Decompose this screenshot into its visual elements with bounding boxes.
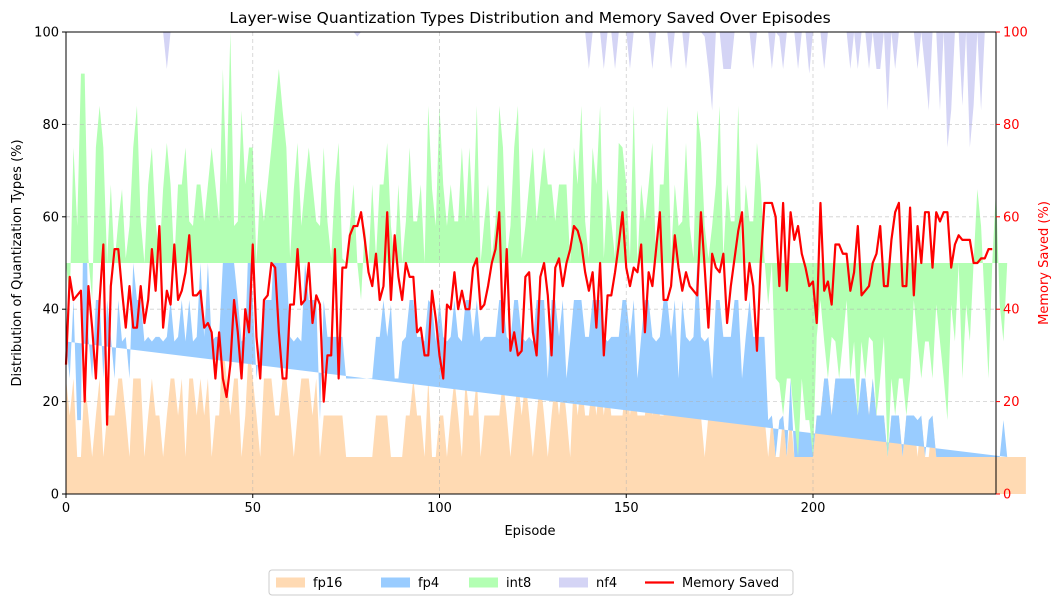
y2-tick-label: 60	[1003, 210, 1020, 225]
legend-swatch-nf4	[559, 577, 588, 588]
y-tick-label: 80	[42, 118, 59, 133]
y2-tick-label: 100	[1003, 26, 1028, 41]
area-fp4	[66, 110, 1008, 458]
x-tick-label: 50	[244, 501, 261, 516]
legend-swatch-int8	[469, 577, 498, 588]
y-tick-label: 20	[42, 395, 59, 410]
y2-axis-ticks: 0 20 40 60 80 100	[996, 26, 1028, 503]
area-nf4	[66, 32, 1008, 148]
y2-tick-label: 0	[1003, 488, 1011, 503]
legend: fp16 fp4 int8 nf4 Memory Saved	[268, 569, 794, 596]
legend-swatch-fp4	[381, 577, 410, 588]
legend-label-int8: int8	[506, 576, 531, 591]
y2-axis-label: Memory Saved (%)	[1037, 201, 1052, 325]
y2-tick-label: 40	[1003, 303, 1020, 318]
legend-label-fp4: fp4	[418, 576, 439, 591]
x-tick-label: 150	[614, 501, 639, 516]
chart-title: Layer-wise Quantization Types Distributi…	[229, 9, 830, 27]
legend-label-fp16: fp16	[313, 576, 342, 591]
legend-box	[268, 569, 794, 596]
legend-swatch-fp16	[276, 577, 305, 588]
stacked-areas	[66, 32, 1026, 494]
line-memory-saved	[64, 201, 993, 426]
x-tick-label: 100	[427, 501, 452, 516]
y-axis-ticks: 0 20 40 60 80 100	[34, 26, 66, 503]
plot-frame	[65, 31, 997, 495]
memory-saved-line-layer	[64, 201, 993, 426]
y2-tick-label: 80	[1003, 118, 1020, 133]
y-tick-label: 60	[42, 210, 59, 225]
area-int8	[66, 32, 1008, 458]
x-axis-ticks: 0 50 100 150 200	[62, 494, 826, 516]
y-axis-label: Distribution of Quantization Types (%)	[10, 139, 25, 386]
y-tick-label: 40	[42, 303, 59, 318]
x-tick-label: 200	[801, 501, 826, 516]
y-tick-label: 100	[34, 26, 59, 41]
legend-label-nf4: nf4	[596, 576, 617, 591]
area-fp16	[66, 341, 1026, 494]
x-tick-label: 0	[62, 501, 70, 516]
y2-tick-label: 20	[1003, 395, 1020, 410]
x-axis-label: Episode	[504, 524, 555, 539]
y-tick-label: 0	[51, 488, 59, 503]
legend-label-memory-saved: Memory Saved	[682, 576, 779, 591]
